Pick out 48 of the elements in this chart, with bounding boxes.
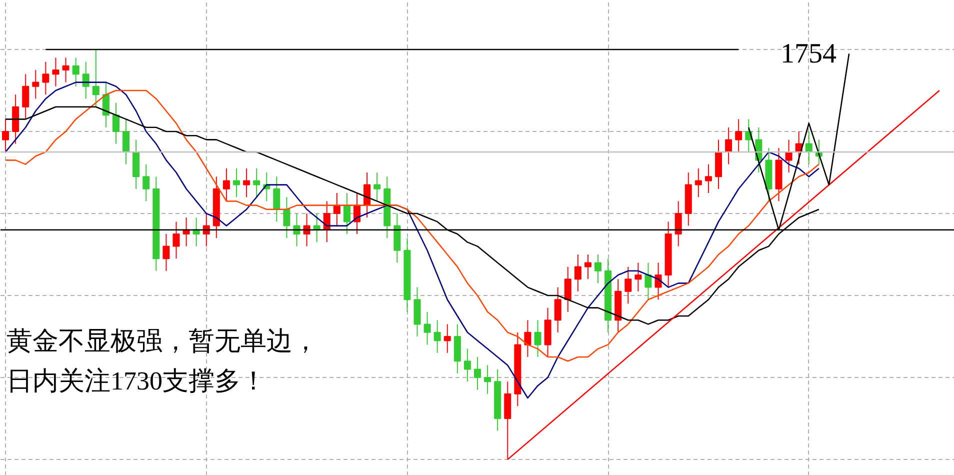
candlestick <box>574 254 582 292</box>
candlestick <box>674 200 682 247</box>
candlestick <box>584 254 592 280</box>
candlestick <box>253 168 260 198</box>
candlestick <box>293 213 300 247</box>
candlestick <box>142 164 150 202</box>
candlestick <box>72 57 80 87</box>
candlestick <box>22 74 30 120</box>
candlestick <box>243 168 250 198</box>
candlestick <box>444 324 451 354</box>
candlestick <box>704 164 712 194</box>
candlestick <box>484 364 492 394</box>
candlestick <box>644 262 652 300</box>
candlestick <box>162 234 170 272</box>
candlestick <box>424 311 431 346</box>
candlestick <box>654 262 662 300</box>
candlestick <box>554 286 562 333</box>
candlestick <box>283 196 290 239</box>
candlestick <box>464 348 471 382</box>
candlestick <box>374 172 381 202</box>
candlestick <box>343 192 350 234</box>
candlestick <box>725 126 732 165</box>
candlestick <box>534 320 542 358</box>
candlestick <box>92 49 100 108</box>
candlestick <box>62 57 70 83</box>
candlestick <box>474 356 482 390</box>
candlestick <box>172 221 180 260</box>
candlestick <box>735 118 742 152</box>
candlestick <box>222 168 230 202</box>
candlestick <box>273 176 280 222</box>
annotation: 日内关注1730支撑多！ <box>6 366 266 396</box>
candlestick <box>82 61 90 100</box>
candlestick <box>594 254 602 284</box>
candlestick <box>112 102 120 144</box>
candlestick <box>2 118 10 152</box>
annotation: 1754 <box>780 38 836 70</box>
candlestick <box>32 70 40 100</box>
candlestick <box>42 61 50 96</box>
candlestick <box>434 320 441 354</box>
candlestick <box>232 168 240 198</box>
candlestick <box>52 57 60 87</box>
candlestick <box>634 262 642 292</box>
candlestick <box>694 168 702 198</box>
annotation: 黄金不显极强，暂无单边， <box>6 326 318 356</box>
candlestick <box>524 320 532 358</box>
candlestick <box>624 266 632 304</box>
candlestick <box>122 118 130 165</box>
candlestick <box>564 266 572 312</box>
